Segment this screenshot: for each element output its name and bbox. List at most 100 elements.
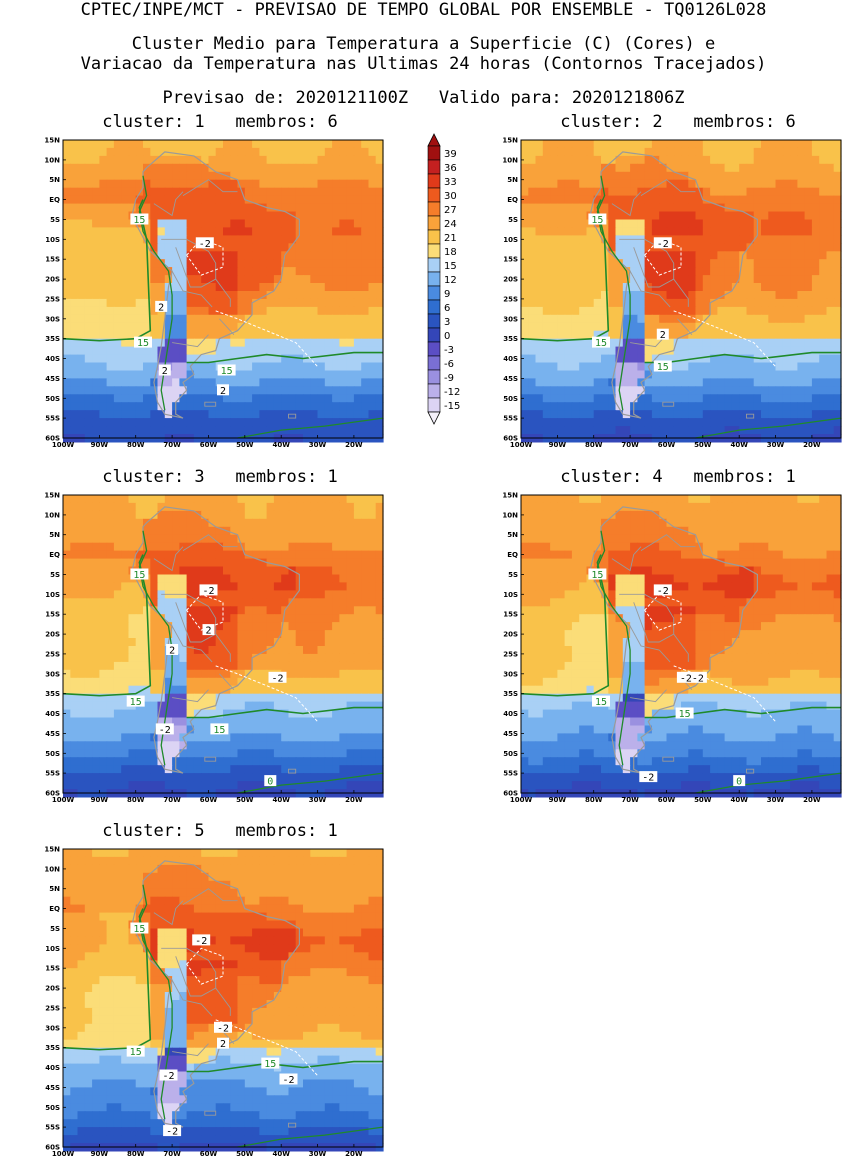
colorbar-segment [428,146,440,160]
latitude-tick-label: 35S [45,690,60,698]
longitude-tick-label: 50W [236,441,254,449]
latitude-tick-label: 35S [45,335,60,343]
colorbar-level-label: 0 [444,331,450,342]
temperature-shading [63,140,384,443]
latitude-tick-label: EQ [507,196,518,204]
latitude-tick-label: 15S [503,256,518,264]
latitude-tick-label: 45S [45,1084,60,1092]
colorbar-level-label: 21 [444,233,457,244]
colorbar-level-label: 24 [444,219,457,230]
latitude-tick-label: 50S [45,750,60,758]
latitude-tick-label: 35S [503,690,518,698]
latitude-tick-label: 35S [45,1044,60,1052]
svg-text:15: 15 [221,366,233,377]
panel-title-cluster-4: cluster: 4 membros: 1 [518,467,838,487]
colorbar-segment [428,174,440,188]
colorbar-level-label: 33 [444,177,457,188]
latitude-tick-label: 20S [45,276,60,284]
contour-label: 2 [217,1038,229,1051]
latitude-tick-label: 25S [503,650,518,658]
latitude-tick-label: 40S [503,355,518,363]
latitude-tick-label: 40S [45,710,60,718]
svg-text:2: 2 [158,302,164,313]
colorbar-level-label: 15 [444,261,457,272]
contour-label: 15 [676,708,694,721]
longitude-tick-label: 40W [272,796,290,804]
latitude-tick-label: 55S [503,415,518,423]
contour-label: 15 [588,569,606,582]
colorbar-segment [428,328,440,342]
latitude-tick-label: 20S [503,276,518,284]
contour-label: -2 [156,723,174,736]
latitude-tick-label: 15N [44,137,60,145]
latitude-tick-label: 5N [507,176,518,184]
contour-label: -2 [639,771,657,784]
longitude-tick-label: 50W [236,796,254,804]
contour-label: -2 [654,237,672,250]
forecast-times: Previsao de: 2020121100Z Valido para: 20… [0,88,847,108]
svg-text:15: 15 [591,215,603,226]
longitude-tick-label: 20W [803,796,821,804]
variable-description-line-1: Cluster Medio para Temperatura a Superfi… [132,34,715,54]
longitude-tick-label: 50W [694,796,712,804]
contour-label: 15 [588,214,606,227]
svg-text:-2: -2 [199,239,211,250]
contour-label: 2 [166,644,178,657]
longitude-tick-label: 100W [52,796,75,804]
longitude-tick-label: 70W [163,441,181,449]
latitude-tick-label: 55S [45,1124,60,1132]
latitude-tick-label: 25S [503,295,518,303]
colorbar-segment [428,188,440,202]
latitude-tick-label: 10S [503,236,518,244]
longitude-tick-label: 80W [127,796,145,804]
colorbar-segment [428,244,440,258]
contour-label: -2 [214,1022,232,1035]
colorbar-segment [428,230,440,244]
variable-description: Cluster Medio para Temperatura a Superfi… [0,34,847,74]
contour-label: 2 [657,329,669,342]
latitude-tick-label: 20S [45,631,60,639]
colorbar-level-label: -12 [444,387,460,398]
colorbar-level-label: 36 [444,163,457,174]
latitude-tick-label: EQ [507,551,518,559]
contour-label: -2 [160,1070,178,1083]
contour-label: -2-2 [677,672,707,685]
colorbar-level-label: 6 [444,303,450,314]
longitude-tick-label: 60W [200,796,218,804]
panel-title-cluster-3: cluster: 3 membros: 1 [60,467,380,487]
longitude-tick-label: 40W [272,441,290,449]
latitude-tick-label: 55S [45,770,60,778]
latitude-tick-label: 20S [45,985,60,993]
longitude-tick-label: 60W [658,796,676,804]
longitude-tick-label: 20W [803,441,821,449]
latitude-tick-label: 10N [44,511,60,519]
colorbar-level-label: -9 [444,373,454,384]
colorbar-level-label: 9 [444,289,450,300]
colorbar-bottom-arrow [428,412,440,424]
contour-label: -2 [200,584,218,597]
longitude-tick-label: 100W [510,441,533,449]
latitude-tick-label: 15S [503,611,518,619]
latitude-tick-label: 10S [45,591,60,599]
latitude-tick-label: 30S [503,670,518,678]
latitude-tick-label: 10N [502,156,518,164]
contour-label: -2 [192,934,210,947]
colorbar-segment [428,300,440,314]
longitude-tick-label: 80W [585,796,603,804]
latitude-tick-label: 5N [507,531,518,539]
latitude-tick-label: 55S [503,770,518,778]
colorbar-segment [428,272,440,286]
contour-label: 15 [210,723,228,736]
latitude-tick-label: 30S [45,1024,60,1032]
latitude-tick-label: 40S [45,1064,60,1072]
colorbar-level-label: -6 [444,359,454,370]
temperature-shading [521,140,842,443]
variable-description-line-2: Variacao da Temperatura nas Ultimas 24 h… [81,54,767,74]
